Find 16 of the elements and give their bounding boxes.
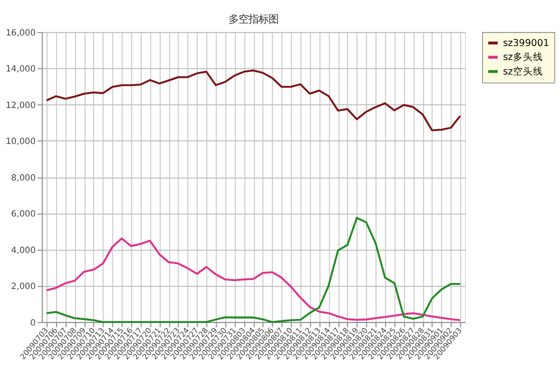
line-series [46, 216, 462, 323]
y-tick-label: 14,000 [6, 64, 36, 75]
chart-title: 多空指标图 [228, 14, 278, 26]
y-tick-label: 6,000 [11, 210, 36, 220]
legend-label: sz399001 [502, 38, 550, 49]
y-tick-label: 2,000 [11, 282, 36, 292]
y-tick-label: 16,000 [6, 28, 36, 38]
legend-label: sz空头线 [502, 65, 543, 78]
line-series [46, 238, 462, 322]
legend-label: sz多头线 [502, 51, 543, 64]
y-tick-label: 8,000 [11, 173, 36, 184]
y-tick-label: 0 [30, 318, 36, 328]
y-tick-label: 12,000 [6, 100, 36, 111]
line-series [46, 70, 462, 132]
y-tick-label: 10,000 [6, 137, 36, 148]
y-tick-label: 4,000 [11, 246, 36, 256]
